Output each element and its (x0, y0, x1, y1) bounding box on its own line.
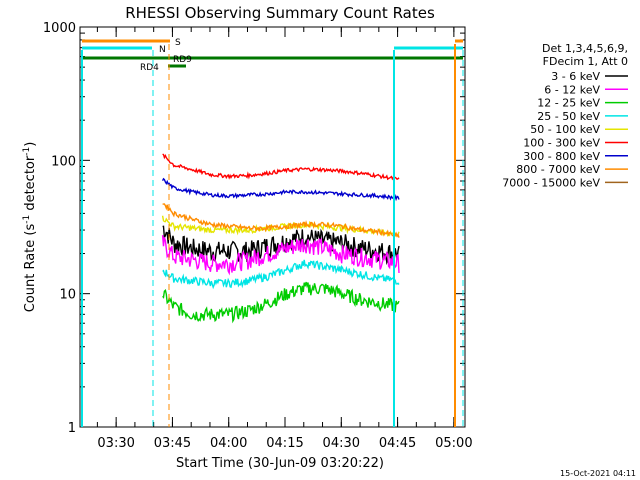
flag-label: RD4 (140, 63, 159, 73)
y-axis-label: Count Rate (s-1 detector-1) (22, 142, 38, 313)
chart-title: RHESSI Observing Summary Count Rates (125, 4, 435, 22)
legend-entry-label: 800 - 7000 keV (516, 163, 600, 176)
series-line-4 (161, 215, 400, 238)
x-tick-label: 04:00 (210, 436, 247, 451)
series-line-6 (161, 177, 400, 202)
y-tick-label: 1 (68, 421, 76, 436)
series-line-7 (162, 203, 400, 238)
legend-entry-label: 7000 - 15000 keV (502, 176, 600, 189)
x-tick-label: 04:30 (323, 436, 360, 451)
flag-label: N (159, 45, 166, 55)
series-line-5 (162, 153, 400, 181)
plot-frame (79, 26, 466, 428)
series-group (161, 153, 400, 324)
y-axis-label-sup1: -1 (22, 215, 32, 224)
flag-label: RD9 (173, 55, 192, 65)
timestamp: 15-Oct-2021 04:11 (560, 469, 636, 478)
instrument-flags: SN RD9 RD4 (81, 38, 464, 427)
legend: Det 1,3,4,5,6,9,FDecim 1, Att 0 3 - 6 keV… (502, 42, 628, 189)
y-axis-label-sup2: -1 (22, 147, 32, 156)
y-axis-label-main: Count Rate (s (23, 224, 38, 313)
legend-entry-label: 12 - 25 keV (537, 97, 600, 110)
y-tick-label: 1000 (43, 21, 76, 36)
y-axis-label-end: ) (23, 142, 38, 147)
legend-header: Det 1,3,4,5,6,9, (542, 42, 628, 55)
flag-label: S (175, 38, 181, 48)
y-tick-label: 100 (51, 154, 76, 169)
y-tick-labels: 1 10 100 1000 (43, 21, 76, 436)
x-tick-label: 03:30 (97, 436, 134, 451)
legend-entry-label: 6 - 12 keV (544, 83, 600, 96)
x-tick-label: 05:00 (435, 436, 472, 451)
legend-header: FDecim 1, Att 0 (543, 55, 628, 68)
legend-entry-label: 50 - 100 keV (530, 123, 600, 136)
x-tick-label: 04:15 (266, 436, 303, 451)
y-axis-label-mid: detector (23, 155, 38, 215)
legend-entry-label: 100 - 300 keV (523, 137, 600, 150)
x-tick-label: 03:45 (154, 436, 191, 451)
x-tick-label: 04:45 (379, 436, 416, 451)
legend-entry-label: 300 - 800 keV (523, 150, 600, 163)
legend-entry-label: 3 - 6 keV (551, 70, 600, 83)
series-line-2 (162, 281, 400, 324)
y-tick-label: 10 (59, 288, 76, 303)
x-axis-label: Start Time (30-Jun-09 03:20:22) (176, 456, 384, 471)
legend-entry-label: 25 - 50 keV (537, 110, 600, 123)
series-line-1 (161, 235, 400, 276)
x-tick-labels: 03:30 03:45 04:00 04:15 04:30 04:45 05:00 (97, 436, 472, 451)
series-line-3 (162, 259, 400, 290)
